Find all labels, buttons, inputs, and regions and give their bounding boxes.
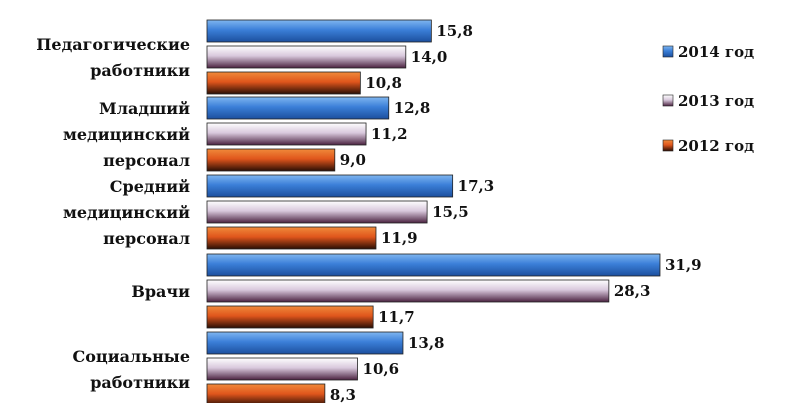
bar-2013-cat4 xyxy=(206,279,610,303)
value-label-2013-cat5: 10,6 xyxy=(363,360,400,378)
legend-swatch-2013 xyxy=(662,94,674,107)
category-label-5-line-2: работники xyxy=(90,373,190,392)
bar-2014-cat5 xyxy=(206,331,404,355)
legend-label-2014: 2014 год xyxy=(678,43,754,61)
category-label-3-line-2: медицинский xyxy=(63,203,190,222)
category-label-2-line-2: медицинский xyxy=(63,125,190,144)
value-label-2012-cat3: 11,9 xyxy=(381,229,418,247)
category-labels: Педагогические работники Младший медицински… xyxy=(36,35,190,392)
category-label-3-line-3: персонал xyxy=(103,229,190,248)
value-label-2012-cat1: 10,8 xyxy=(365,74,402,92)
value-label-2013-cat3: 15,5 xyxy=(432,203,469,221)
value-label-2012-cat2: 9,0 xyxy=(340,151,366,169)
bar-2012-cat4 xyxy=(206,305,374,329)
category-label-2-line-1: Младший xyxy=(99,99,190,118)
legend-swatch-2012 xyxy=(662,139,674,152)
legend-label-2013: 2013 год xyxy=(678,92,754,110)
bar-2012-cat2 xyxy=(206,148,336,172)
bar-2014-cat3 xyxy=(206,174,454,198)
bars-group xyxy=(206,19,661,403)
category-label-5-line-1: Социальные xyxy=(72,347,190,366)
value-label-2012-cat4: 11,7 xyxy=(378,308,415,326)
bar-2013-cat5 xyxy=(206,357,358,381)
bar-2012-cat5 xyxy=(206,383,326,403)
value-label-2014-cat4: 31,9 xyxy=(665,256,702,274)
legend: 2014 год 2013 год 2012 год xyxy=(662,43,754,155)
category-label-2-line-3: персонал xyxy=(103,151,190,170)
bar-2013-cat1 xyxy=(206,45,407,69)
value-label-2013-cat4: 28,3 xyxy=(614,282,651,300)
value-label-2014-cat1: 15,8 xyxy=(436,22,473,40)
category-label-3-line-1: Средний xyxy=(110,177,190,196)
legend-swatch-2014 xyxy=(662,45,674,58)
value-label-2014-cat3: 17,3 xyxy=(458,177,495,195)
category-label-1-line-1: Педагогические xyxy=(36,35,190,54)
value-label-2013-cat1: 14,0 xyxy=(411,48,448,66)
legend-label-2012: 2012 год xyxy=(678,137,754,155)
value-label-2012-cat5: 8,3 xyxy=(330,386,356,403)
bar-2012-cat3 xyxy=(206,226,377,250)
bar-2014-cat1 xyxy=(206,19,432,43)
bar-2014-cat4 xyxy=(206,253,661,277)
category-label-4-line-1: Врачи xyxy=(131,282,190,301)
bar-2013-cat3 xyxy=(206,200,428,224)
category-label-1-line-2: работники xyxy=(90,61,190,80)
bar-2014-cat2 xyxy=(206,96,390,120)
value-label-2013-cat2: 11,2 xyxy=(371,125,408,143)
bar-2012-cat1 xyxy=(206,71,361,95)
bar-2013-cat2 xyxy=(206,122,367,146)
value-labels: 15,8 14,0 10,8 12,8 11,2 9,0 17,3 15,5 11,9 31,9 2… xyxy=(330,22,702,403)
value-label-2014-cat5: 13,8 xyxy=(408,334,445,352)
value-label-2014-cat2: 12,8 xyxy=(394,99,431,117)
